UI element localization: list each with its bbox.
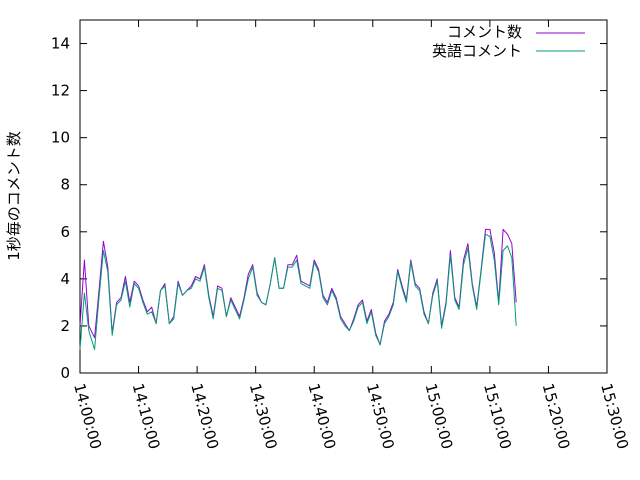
y-tick-label: 8 — [60, 176, 70, 194]
y-tick-label: 12 — [51, 82, 70, 100]
x-tick-label: 15:10:00 — [480, 381, 515, 451]
plot-frame — [79, 19, 608, 374]
x-tick-label: 14:00:00 — [70, 381, 105, 451]
x-tick-label: 14:10:00 — [129, 381, 164, 451]
series-line-0 — [79, 228, 517, 346]
x-tick-label: 14:40:00 — [304, 381, 339, 451]
x-tick-label: 14:30:00 — [246, 381, 281, 451]
y-tick-label: 14 — [51, 35, 70, 53]
legend-label-english-comments: 英語コメント — [432, 42, 522, 60]
y-tick-label: 2 — [60, 317, 70, 335]
x-tick-label: 15:00:00 — [421, 381, 456, 451]
series-layer — [79, 228, 517, 350]
x-tick-label: 15:30:00 — [597, 381, 632, 451]
y-axis-ticks: 0 2 4 6 8 10 12 14 — [51, 35, 607, 382]
legend-label-comments: コメント数 — [447, 23, 522, 41]
x-tick-label: 15:20:00 — [539, 381, 574, 451]
x-axis-ticks: 14:00:00 14:10:00 14:20:00 14:30:00 14:40:00… — [70, 20, 632, 451]
y-tick-label: 10 — [51, 129, 70, 147]
y-tick-label: 0 — [60, 364, 70, 382]
y-tick-label: 4 — [60, 270, 70, 288]
x-tick-label: 14:50:00 — [363, 381, 398, 451]
y-tick-label: 6 — [60, 223, 70, 241]
x-tick-label: 14:20:00 — [187, 381, 222, 451]
y-axis-label: 1秒毎のコメント数 — [5, 131, 23, 261]
series-line-1 — [79, 233, 517, 350]
legend: コメント数 英語コメント — [432, 23, 585, 60]
